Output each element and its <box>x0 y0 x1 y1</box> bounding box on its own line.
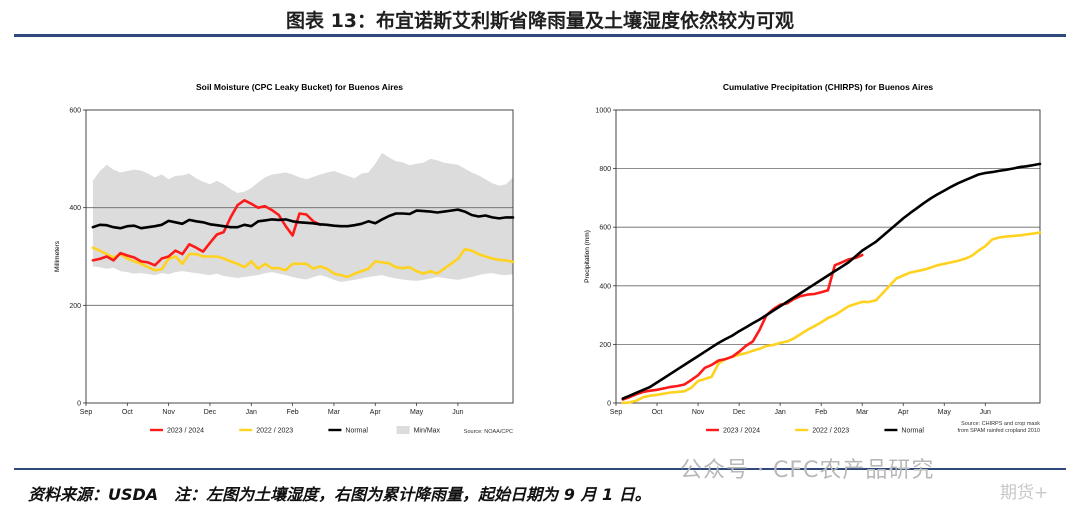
y-tick-label: 600 <box>599 225 611 232</box>
chart-title: Soil Moisture (CPC Leaky Bucket) for Bue… <box>196 82 403 92</box>
bottom-divider <box>14 468 1066 470</box>
x-tick-label: Jun <box>452 409 463 416</box>
source-note: 资料来源：USDA 注：左图为土壤湿度，右图为累计降雨量，起始日期为 9 月 1… <box>28 485 651 504</box>
x-tick-label: Apr <box>370 409 382 416</box>
x-tick-label: Mar <box>856 409 869 416</box>
x-tick-label: Nov <box>692 409 705 416</box>
y-tick-label: 200 <box>599 342 611 349</box>
legend-swatch <box>396 426 410 434</box>
x-tick-label: Jan <box>246 409 257 416</box>
series-line-2022-2023 <box>621 231 1042 405</box>
x-tick-label: Oct <box>652 409 663 416</box>
x-tick-label: Nov <box>162 409 175 416</box>
x-tick-label: Dec <box>204 409 217 416</box>
series-line-2023-2024 <box>621 253 864 401</box>
y-tick-label: 400 <box>599 283 611 290</box>
plot-frame <box>615 109 1041 404</box>
y-axis-label: Millimeters <box>54 240 61 272</box>
y-tick-label: 0 <box>607 401 611 408</box>
x-tick-label: Dec <box>733 409 746 416</box>
x-tick-label: May <box>938 409 952 416</box>
y-tick-label: 800 <box>599 166 611 173</box>
source-text: from SPAM rainfed cropland 2010 <box>958 428 1040 434</box>
plot-frame <box>85 109 514 404</box>
page-title: 图表 13：布宜诺斯艾利斯省降雨量及土壤湿度依然较为可观 <box>285 10 795 32</box>
y-tick-label: 400 <box>69 205 81 212</box>
legend-label: 2023 / 2024 <box>723 428 760 435</box>
y-tick-label: 1000 <box>595 108 611 115</box>
watermark-text: 公众号 · CFC农产品研究 <box>680 458 935 483</box>
legend-label: Min/Max <box>414 428 441 435</box>
x-tick-label: Feb <box>287 409 299 416</box>
legend-label: 2023 / 2024 <box>167 428 204 435</box>
legend-label: 2022 / 2023 <box>256 428 293 435</box>
x-tick-label: Jun <box>980 409 991 416</box>
series-line-normal <box>621 162 1042 400</box>
chart-title: Cumulative Precipitation (CHIRPS) for Bu… <box>723 82 934 92</box>
source-text: Source: NOAA/CPC <box>464 429 513 435</box>
x-tick-label: Sep <box>610 409 623 416</box>
x-tick-label: Jan <box>774 409 785 416</box>
x-tick-label: Oct <box>122 409 133 416</box>
y-tick-label: 200 <box>69 303 81 310</box>
x-tick-label: May <box>410 409 424 416</box>
top-divider <box>14 34 1066 37</box>
source-text: Source: CHIRPS and crop mask <box>961 421 1040 427</box>
legend-label: 2022 / 2023 <box>812 428 849 435</box>
series-line-normal <box>91 208 515 230</box>
y-tick-label: 0 <box>77 401 81 408</box>
watermark-text-2: 期货+ <box>1000 483 1049 503</box>
y-axis-label: Precipitation (mm) <box>584 230 591 283</box>
series-line-2022-2023 <box>91 246 515 279</box>
y-tick-label: 600 <box>69 108 81 115</box>
x-tick-label: Feb <box>815 409 827 416</box>
legend-label: Normal <box>345 428 368 435</box>
x-tick-label: Mar <box>328 409 341 416</box>
x-tick-label: Sep <box>80 409 93 416</box>
x-tick-label: Apr <box>898 409 910 416</box>
legend-label: Normal <box>901 428 924 435</box>
